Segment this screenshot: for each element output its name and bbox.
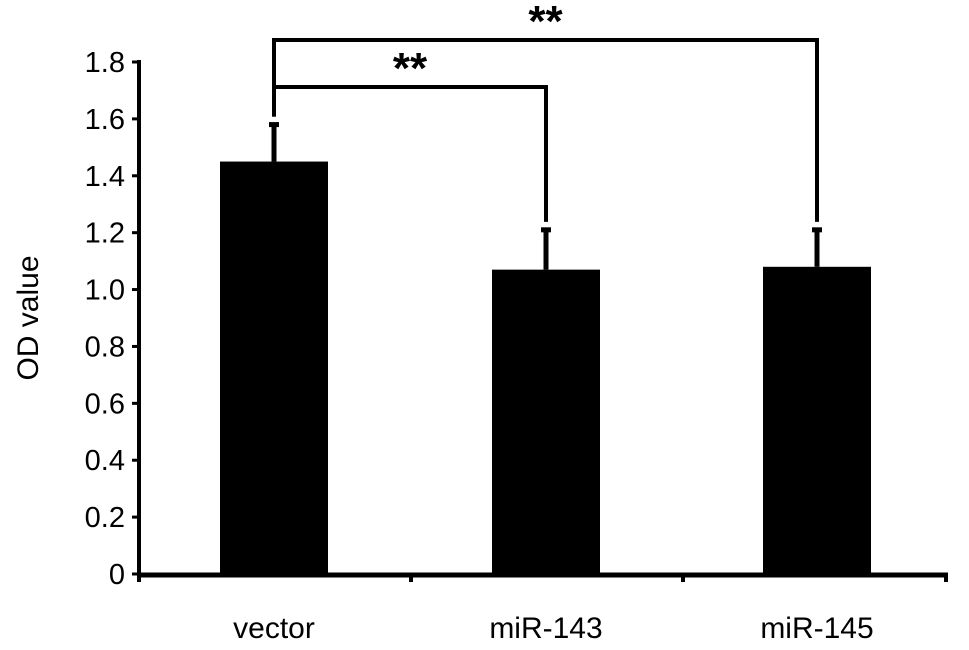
x-tick-label: vector [233,612,315,645]
bar [492,269,600,574]
significance-label: ** [393,44,428,93]
y-tick-label: 0 [109,559,125,591]
significance-label: ** [528,0,563,46]
y-tick-label: 1.6 [85,104,125,136]
y-tick-label: 0.4 [85,445,125,477]
bars [220,161,871,575]
error-bars [269,122,822,270]
y-tick-label: 0.2 [85,502,125,534]
significance-brackets: ** ** [272,0,819,222]
x-tick-label: miR-143 [489,612,602,645]
y-tick-label: 1.8 [85,47,125,79]
y-tick-label: 0.8 [85,331,125,363]
y-tick-label: 1.4 [85,161,125,193]
y-axis-title: OD value [12,255,45,380]
y-tick-label: 1.2 [85,218,125,250]
y-axis: 0 0.2 0.4 0.6 0.8 1.0 1.2 1.4 1.6 1.8 [85,47,141,591]
bar [763,266,871,574]
x-axis: vector miR-143 miR-145 [137,572,948,645]
bar [220,161,328,575]
y-tick-label: 0.6 [85,388,125,420]
significance-bracket [272,38,819,222]
y-tick-label: 1.0 [85,275,125,307]
x-tick-label: miR-145 [760,612,873,645]
